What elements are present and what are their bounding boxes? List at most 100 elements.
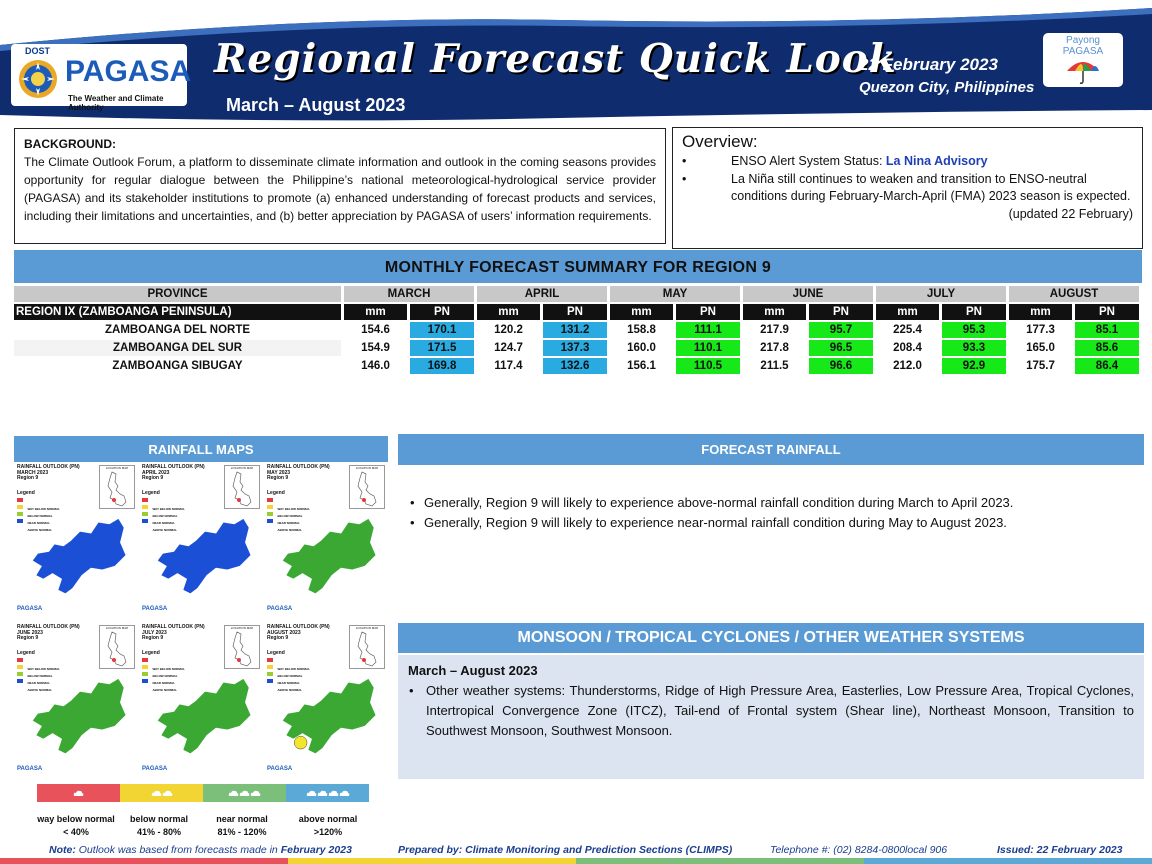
pn-value: 169.8	[410, 358, 474, 374]
pagasa-logo: DOST PAGASA The Weather and Climate Auth…	[11, 44, 191, 112]
page-footer: Note: Outlook was based from forecasts m…	[0, 842, 1152, 864]
map-legend-label: BELOW NORMAL	[27, 674, 53, 678]
issue-date: 22 February 2023	[859, 55, 998, 74]
pn-value: 85.1	[1075, 322, 1139, 338]
region-map-shape	[31, 518, 127, 594]
philippines-outline-icon	[107, 631, 127, 667]
map-legend-title: Legend	[17, 490, 35, 496]
legend-swatch	[142, 498, 148, 502]
legend-swatch	[142, 505, 148, 509]
monsoon-text: Other weather systems: Thunderstorms, Ri…	[408, 681, 1134, 741]
legend-range: 81% - 120%	[217, 827, 267, 837]
overview-item-enso: • ENSO Alert System Status: La Nina Advi…	[682, 153, 1133, 170]
footer-note: Note: Outlook was based from forecasts m…	[49, 844, 352, 856]
mm-value: 217.9	[760, 324, 789, 336]
cloud-icon	[250, 790, 261, 796]
map-legend: Legend WAY BELOW NORMAL BELOW NORMAL NEA…	[17, 490, 67, 532]
table-header-row: PROVINCE MARCH APRIL MAY JUNE JULY AUGUST	[14, 286, 1139, 302]
map-legend-item: WAY BELOW NORMAL	[142, 497, 192, 511]
inset-label: LOCATION MAP	[230, 626, 254, 630]
inset-label: LOCATION MAP	[230, 466, 254, 470]
footer-issued: Issued: 22 February 2023	[997, 844, 1123, 856]
map-legend: Legend WAY BELOW NORMAL BELOW NORMAL NEA…	[17, 650, 67, 692]
map-legend-item: ABOVE NORMAL	[17, 518, 67, 532]
note-label: Note:	[49, 844, 76, 856]
map-legend-label: BELOW NORMAL	[152, 514, 178, 518]
pn-value: 170.1	[410, 322, 474, 338]
monsoon-section: March – August 2023 Other weather system…	[398, 655, 1144, 779]
legend-label: way below normal < 40%	[34, 813, 118, 839]
region-label: REGION IX (ZAMBOANGA PENINSULA)	[14, 304, 341, 320]
map-legend-item: ABOVE NORMAL	[142, 678, 192, 692]
map-legend-item: BELOW NORMAL	[17, 504, 67, 518]
payong-pagasa-logo: Payong PAGASA	[1043, 33, 1123, 87]
legend-swatch	[267, 505, 273, 509]
legend-swatch	[142, 658, 148, 662]
map-title-text: RAINFALL OUTLOOK (PN)	[267, 464, 330, 470]
rainfall-maps-grid: RAINFALL OUTLOOK (PN) MARCH 2023 Region 9 L…	[14, 462, 388, 780]
legend-label: above normal >120%	[286, 813, 370, 839]
map-legend-item: WAY BELOW NORMAL	[17, 657, 67, 671]
map-title-text: RAINFALL OUTLOOK (PN)	[142, 624, 205, 630]
background-text: The Climate Outlook Forum, a platform to…	[24, 155, 656, 223]
map-legend-item: BELOW NORMAL	[267, 504, 317, 518]
map-title-text: RAINFALL OUTLOOK (PN)	[17, 464, 80, 470]
logo-name: PAGASA	[65, 55, 192, 88]
legend-category: below normal	[129, 814, 188, 824]
map-month: JULY 2023	[142, 629, 167, 636]
map-title-text: RAINFALL OUTLOOK (PN)	[267, 624, 330, 630]
bullet-icon: •	[682, 154, 687, 168]
province-name: ZAMBOANGA DEL SUR	[14, 340, 341, 356]
map-legend: Legend WAY BELOW NORMAL BELOW NORMAL NEA…	[267, 650, 317, 692]
map-legend-label: NEAR NORMAL	[277, 681, 300, 685]
mm-value: 160.0	[627, 342, 656, 354]
forecast-rainfall-list: Generally, Region 9 will likely to exper…	[410, 493, 1130, 533]
enso-label: ENSO Alert System Status:	[731, 154, 886, 168]
map-title: RAINFALL OUTLOOK (PN) MARCH 2023 Region 9	[17, 464, 80, 482]
philippines-outline-icon	[107, 471, 127, 507]
map-month: JUNE 2023	[17, 629, 43, 636]
map-month: MAY 2023	[267, 469, 291, 476]
pagasa-mini-logo: PAGASA	[267, 766, 293, 772]
map-legend-label: WAY BELOW NORMAL	[152, 667, 185, 671]
map-legend-item: ABOVE NORMAL	[267, 518, 317, 532]
legend-swatch	[17, 505, 23, 509]
region-map-shape	[281, 678, 377, 754]
map-legend: Legend WAY BELOW NORMAL BELOW NORMAL NEA…	[142, 490, 192, 532]
mm-header: mm	[743, 304, 806, 320]
map-legend: Legend WAY BELOW NORMAL BELOW NORMAL NEA…	[142, 650, 192, 692]
overview-title: Overview:	[682, 132, 758, 151]
map-legend-label: NEAR NORMAL	[27, 521, 50, 525]
table-row: ZAMBOANGA SIBUGAY 146.0 169.8 117.4 132.6 156…	[14, 358, 1139, 374]
pn-value: 132.6	[543, 358, 607, 374]
map-title: RAINFALL OUTLOOK (PN) APRIL 2023 Region 9	[142, 464, 205, 482]
footer-color-segment	[288, 858, 576, 864]
footer-color-segment	[576, 858, 864, 864]
mm-header: mm	[477, 304, 540, 320]
map-legend-item: NEAR NORMAL	[267, 511, 317, 525]
mm-value: 175.7	[1026, 360, 1055, 372]
map-legend-item: NEAR NORMAL	[142, 671, 192, 685]
mm-value: 212.0	[893, 360, 922, 372]
rainfall-map: RAINFALL OUTLOOK (PN) AUGUST 2023 Region 9…	[265, 623, 387, 778]
province-name: ZAMBOANGA DEL NORTE	[104, 324, 251, 336]
inset-label: LOCATION MAP	[355, 466, 379, 470]
province-name: ZAMBOANGA SIBUGAY	[112, 360, 243, 372]
map-month: APRIL 2023	[142, 469, 170, 476]
footer-color-segment	[864, 858, 1152, 864]
cloud-icon	[151, 790, 161, 796]
legend-segment	[203, 784, 286, 802]
map-legend-label: ABOVE NORMAL	[277, 528, 303, 532]
map-legend-title: Legend	[17, 650, 35, 656]
pn-value: 137.3	[543, 340, 607, 356]
map-legend-item: BELOW NORMAL	[17, 664, 67, 678]
map-legend-item: NEAR NORMAL	[142, 511, 192, 525]
background-section: BACKGROUND: The Climate Outlook Forum, a…	[14, 128, 666, 244]
map-legend-label: ABOVE NORMAL	[152, 688, 178, 692]
map-legend-item: WAY BELOW NORMAL	[142, 657, 192, 671]
map-legend-item: NEAR NORMAL	[17, 671, 67, 685]
header-banner	[0, 8, 1152, 121]
map-legend-label: WAY BELOW NORMAL	[27, 507, 60, 511]
cloud-icon	[339, 790, 349, 796]
map-region: Region 9	[17, 635, 39, 641]
